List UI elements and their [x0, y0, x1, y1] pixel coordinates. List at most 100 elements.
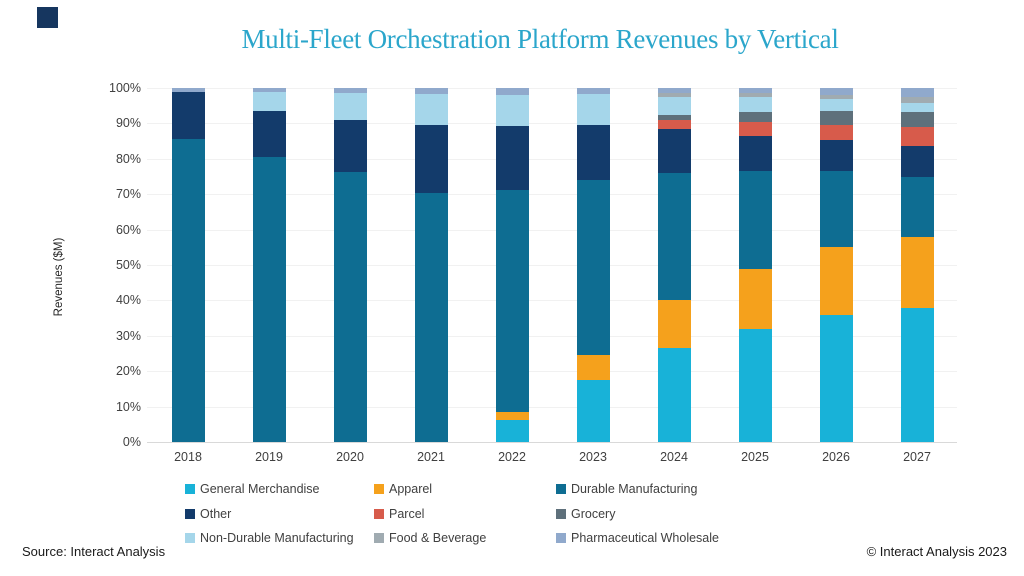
legend-item-parcel: Parcel [374, 507, 424, 521]
bar-segment-pharmaceutical-wholesale [414, 88, 448, 95]
bar-segment-non-durable-manufacturing [900, 102, 934, 112]
bar-segment-non-durable-manufacturing [252, 91, 286, 112]
bar-segment-durable-manufacturing [171, 139, 205, 442]
gridline [147, 194, 957, 196]
legend-label-non-durable-manufacturing: Non-Durable Manufacturing [200, 531, 354, 545]
legend-swatch-grocery [556, 508, 566, 519]
bar-2027 [900, 88, 934, 442]
bar-segment-general-merchandise [576, 380, 610, 442]
legend-item-pharmaceutical-wholesale: Pharmaceutical Wholesale [556, 531, 719, 545]
bar-segment-apparel [900, 237, 934, 308]
y-tick-label: 50% [115, 258, 141, 272]
bar-segment-other [333, 119, 367, 173]
bar-2024 [657, 88, 691, 442]
bar-segment-other [495, 126, 529, 190]
source-text: Source: Interact Analysis [22, 544, 166, 559]
x-tick-label-2024: 2024 [660, 450, 688, 464]
bar-segment-parcel [738, 121, 772, 136]
legend-item-general-merchandise: General Merchandise [185, 482, 320, 496]
bar-segment-parcel [657, 119, 691, 129]
bar-segment-other [819, 140, 853, 171]
bar-segment-grocery [819, 111, 853, 125]
bar-segment-pharmaceutical-wholesale [576, 88, 610, 95]
gridline [147, 371, 957, 373]
bar-segment-durable-manufacturing [657, 172, 691, 301]
bar-2020 [333, 88, 367, 442]
gridline [147, 265, 957, 266]
bar-segment-apparel [495, 411, 529, 421]
x-tick-label-2023: 2023 [579, 450, 607, 464]
legend-swatch-pharmaceutical-wholesale [556, 533, 566, 543]
bar-segment-durable-manufacturing [252, 157, 286, 442]
y-tick-label: 60% [115, 222, 141, 237]
plot-area [147, 88, 957, 443]
x-tick-label-2021: 2021 [417, 450, 445, 464]
bar-segment-pharmaceutical-wholesale [819, 88, 853, 96]
bar-segment-durable-manufacturing [414, 193, 448, 442]
gridline [147, 88, 957, 89]
bar-segment-grocery [738, 111, 772, 122]
bar-segment-other [657, 128, 691, 173]
bar-segment-other [414, 124, 448, 194]
legend-swatch-other [185, 508, 195, 519]
gridline [147, 300, 957, 302]
bar-segment-food-beverage [738, 93, 772, 97]
x-tick-label-2022: 2022 [498, 450, 526, 464]
y-tick-label: 20% [115, 364, 141, 379]
bar-segment-apparel [576, 354, 610, 381]
bar-segment-non-durable-manufacturing [657, 96, 691, 115]
y-axis-title: Revenues ($M) [53, 237, 65, 317]
bar-segment-pharmaceutical-wholesale [333, 88, 367, 93]
gridline [147, 229, 957, 231]
bar-segment-non-durable-manufacturing [333, 92, 367, 120]
y-tick-label: 80% [115, 151, 141, 166]
bar-2026 [819, 88, 853, 442]
bar-segment-apparel [657, 300, 691, 349]
bar-segment-pharmaceutical-wholesale [171, 88, 205, 92]
bar-segment-durable-manufacturing [738, 171, 772, 269]
legend-label-parcel: Parcel [389, 506, 425, 521]
legend-label-grocery: Grocery [571, 506, 616, 521]
bar-segment-grocery [900, 111, 934, 127]
bar-2021 [414, 88, 448, 442]
legend-label-food-beverage: Food & Beverage [389, 531, 487, 545]
bar-segment-pharmaceutical-wholesale [495, 88, 529, 95]
legend-swatch-general-merchandise [185, 484, 195, 494]
bar-segment-pharmaceutical-wholesale [900, 88, 934, 97]
x-tick-label-2026: 2026 [822, 450, 850, 464]
bar-segment-non-durable-manufacturing [414, 94, 448, 125]
bar-segment-other [900, 145, 934, 177]
legend-item-non-durable-manufacturing: Non-Durable Manufacturing [185, 531, 354, 545]
legend-label-durable-manufacturing: Durable Manufacturing [571, 482, 698, 496]
y-tick-label: 10% [115, 399, 141, 414]
legend-swatch-parcel [374, 508, 384, 519]
x-tick-label-2020: 2020 [336, 450, 364, 464]
bar-segment-other [738, 135, 772, 172]
bar-segment-non-durable-manufacturing [738, 96, 772, 112]
bar-segment-durable-manufacturing [900, 176, 934, 238]
legend-swatch-non-durable-manufacturing [185, 533, 195, 543]
bar-segment-general-merchandise [738, 328, 772, 442]
chart-title: Multi-Fleet Orchestration Platform Reven… [241, 24, 839, 54]
legend-item-other: Other [185, 507, 231, 521]
legend-label-other: Other [200, 506, 232, 521]
bar-segment-other [252, 111, 286, 158]
legend-item-food-beverage: Food & Beverage [374, 531, 486, 545]
legend-item-durable-manufacturing: Durable Manufacturing [556, 482, 697, 496]
bar-segment-pharmaceutical-wholesale [738, 88, 772, 94]
bar-segment-general-merchandise [657, 348, 691, 442]
bar-segment-food-beverage [900, 96, 934, 103]
bar-2019 [252, 88, 286, 442]
bar-segment-non-durable-manufacturing [819, 99, 853, 112]
legend-label-apparel: Apparel [389, 482, 433, 496]
bar-segment-other [576, 124, 610, 181]
bar-segment-parcel [900, 126, 934, 146]
bar-segment-other [171, 91, 205, 140]
bar-segment-pharmaceutical-wholesale [252, 88, 286, 92]
gridline [147, 406, 957, 408]
x-tick-label-2019: 2019 [255, 450, 283, 464]
bar-segment-apparel [819, 246, 853, 315]
bar-segment-pharmaceutical-wholesale [657, 88, 691, 94]
legend-item-apparel: Apparel [374, 482, 432, 496]
